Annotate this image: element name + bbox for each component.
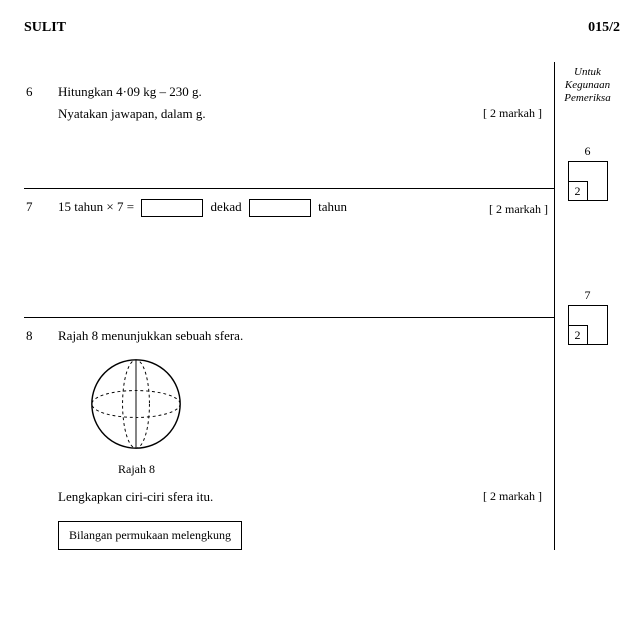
q8-line2: Lengkapkan ciri-ciri sfera itu. [58, 489, 213, 505]
score-box-q7: 7 2 [555, 288, 620, 348]
q7-prefix: 15 tahun × 7 = [58, 199, 134, 214]
divider [24, 317, 554, 318]
score-label: 6 [555, 144, 620, 159]
header-right: 015/2 [588, 20, 620, 36]
answer-box[interactable] [249, 199, 311, 217]
q8-line1: Rajah 8 menunjukkan sebuah sfera. [58, 328, 548, 344]
score-outer-box[interactable]: 2 [568, 305, 608, 345]
q7-suffix: tahun [318, 199, 347, 214]
q7-marks: [ 2 markah ] [472, 199, 554, 217]
q7-mid: dekad [211, 199, 242, 214]
question-number: 7 [24, 199, 58, 217]
answer-box[interactable] [141, 199, 203, 217]
question-number: 6 [24, 84, 58, 122]
sphere-figure [88, 356, 548, 456]
margin-header: UntukKegunaanPemeriksa [555, 62, 620, 114]
figure-caption: Rajah 8 [118, 462, 548, 477]
q6-marks: [ 2 markah ] [466, 106, 548, 122]
sphere-icon [88, 356, 184, 452]
question-text: Hitungkan 4·09 kg – 230 g. Nyatakan jawa… [58, 84, 554, 122]
question-7: 7 15 tahun × 7 = dekad tahun [ 2 markah … [24, 199, 554, 217]
q8-table-header: Bilangan permukaan melengkung [58, 521, 242, 550]
score-outer-box[interactable]: 2 [568, 161, 608, 201]
examiner-margin: UntukKegunaanPemeriksa 6 2 7 2 [554, 62, 620, 550]
question-text: 15 tahun × 7 = dekad tahun [58, 199, 472, 217]
score-max: 2 [568, 325, 588, 345]
score-box-q6: 6 2 [555, 144, 620, 204]
header-left: SULIT [24, 20, 66, 36]
page-header: SULIT 015/2 [24, 20, 620, 36]
divider [24, 188, 554, 189]
questions-column: 6 Hitungkan 4·09 kg – 230 g. Nyatakan ja… [24, 62, 554, 550]
score-label: 7 [555, 288, 620, 303]
score-max: 2 [568, 181, 588, 201]
q6-line2: Nyatakan jawapan, dalam g. [58, 106, 206, 122]
question-number: 8 [24, 328, 58, 550]
question-text: Rajah 8 menunjukkan sebuah sfera. Rajah … [58, 328, 554, 550]
question-8: 8 Rajah 8 menunjukkan sebuah sfera. Raja… [24, 328, 554, 550]
q6-line1: Hitungkan 4·09 kg – 230 g. [58, 84, 548, 100]
question-6: 6 Hitungkan 4·09 kg – 230 g. Nyatakan ja… [24, 84, 554, 122]
page-body: 6 Hitungkan 4·09 kg – 230 g. Nyatakan ja… [24, 62, 620, 550]
q8-marks: [ 2 markah ] [466, 489, 548, 505]
